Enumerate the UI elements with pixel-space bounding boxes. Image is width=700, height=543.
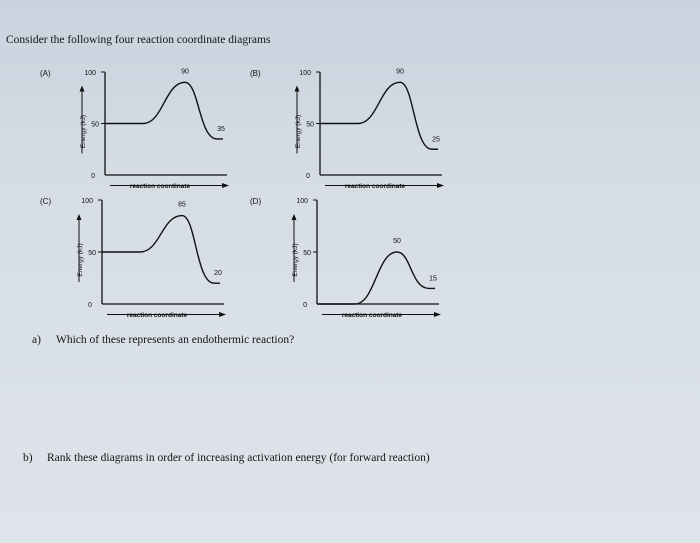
panel-1-label: (B) bbox=[250, 69, 261, 78]
panel-3-label: (D) bbox=[250, 197, 261, 206]
panel-3-x-axis-title: reaction coordinate bbox=[342, 312, 403, 319]
panel-0-tick-label-50: 50 bbox=[91, 122, 99, 129]
panel-1-product-value: 25 bbox=[432, 136, 440, 143]
panel-1-x-axis-arrowhead bbox=[437, 183, 444, 188]
panel-1-tick-label-0: 0 bbox=[306, 173, 310, 180]
panel-3-x-axis-arrowhead bbox=[434, 312, 441, 317]
question-b-text: Rank these diagrams in order of increasi… bbox=[47, 452, 430, 464]
panel-2-tick-label-100: 100 bbox=[81, 198, 93, 205]
reaction-diagrams: (A) 100 50 0 Energy (kJ) reaction coordinate 9… bbox=[40, 68, 444, 319]
panel-0-label: (A) bbox=[40, 69, 51, 78]
panel-3-tick-label-0: 0 bbox=[303, 302, 307, 309]
panel-0-tick-label-100: 100 bbox=[84, 70, 96, 77]
question-a: a) Which of these represents an endotherm… bbox=[32, 334, 294, 346]
panel-0-peak-value: 90 bbox=[181, 68, 189, 75]
panel-0-x-axis-arrowhead bbox=[222, 183, 229, 188]
panel-1-x-axis-title: reaction coordinate bbox=[345, 183, 406, 190]
panel-2-tick-label-0: 0 bbox=[88, 302, 92, 309]
panel-2-peak-value: 85 bbox=[178, 202, 186, 209]
panel-2-label: (C) bbox=[40, 197, 51, 206]
panel-1-energy-curve bbox=[320, 81, 438, 150]
intro-text: Consider the following four reaction coo… bbox=[6, 34, 271, 46]
panel-2-y-axis-arrowhead bbox=[76, 214, 82, 220]
panel-0-y-axis-title: Energy (kJ) bbox=[80, 115, 87, 148]
panel-0-x-axis-title: reaction coordinate bbox=[130, 183, 191, 190]
panel-3-tick-label-50: 50 bbox=[303, 250, 311, 257]
panel-0-energy-curve bbox=[105, 81, 223, 140]
panel-1-y-axis-arrowhead bbox=[294, 85, 300, 92]
question-a-letter: a) bbox=[32, 334, 41, 346]
panel-2-product-value: 20 bbox=[214, 270, 222, 277]
panel-2-x-axis-arrowhead bbox=[219, 312, 226, 317]
panel-3-tick-label-100: 100 bbox=[296, 198, 308, 205]
panel-0-tick-label-0: 0 bbox=[91, 173, 95, 180]
panel-3-product-value: 15 bbox=[429, 275, 437, 282]
panel-2-y-axis-title: Energy (kJ) bbox=[77, 243, 84, 276]
question-b: b) Rank these diagrams in order of increa… bbox=[23, 452, 430, 464]
panel-3-peak-value: 50 bbox=[393, 238, 401, 245]
panel-0-y-axis-arrowhead bbox=[79, 85, 85, 92]
question-b-letter: b) bbox=[23, 452, 33, 464]
panel-1-y-axis-title: Energy (kJ) bbox=[295, 115, 302, 148]
question-a-text: Which of these represents an endothermic… bbox=[56, 334, 295, 346]
panel-2-tick-label-50: 50 bbox=[88, 250, 96, 257]
panel-3-y-axis-title: Energy (kJ) bbox=[292, 243, 299, 276]
panel-0-product-value: 35 bbox=[217, 126, 225, 133]
panel-3-y-axis-arrowhead bbox=[291, 214, 297, 220]
panel-2-x-axis-title: reaction coordinate bbox=[127, 312, 188, 319]
panel-2-energy-curve bbox=[102, 214, 220, 284]
panel-1-peak-value: 90 bbox=[396, 68, 404, 75]
panel-1-tick-label-100: 100 bbox=[299, 70, 311, 77]
panel-1-tick-label-50: 50 bbox=[306, 122, 314, 129]
panel-3-energy-curve bbox=[317, 251, 435, 305]
